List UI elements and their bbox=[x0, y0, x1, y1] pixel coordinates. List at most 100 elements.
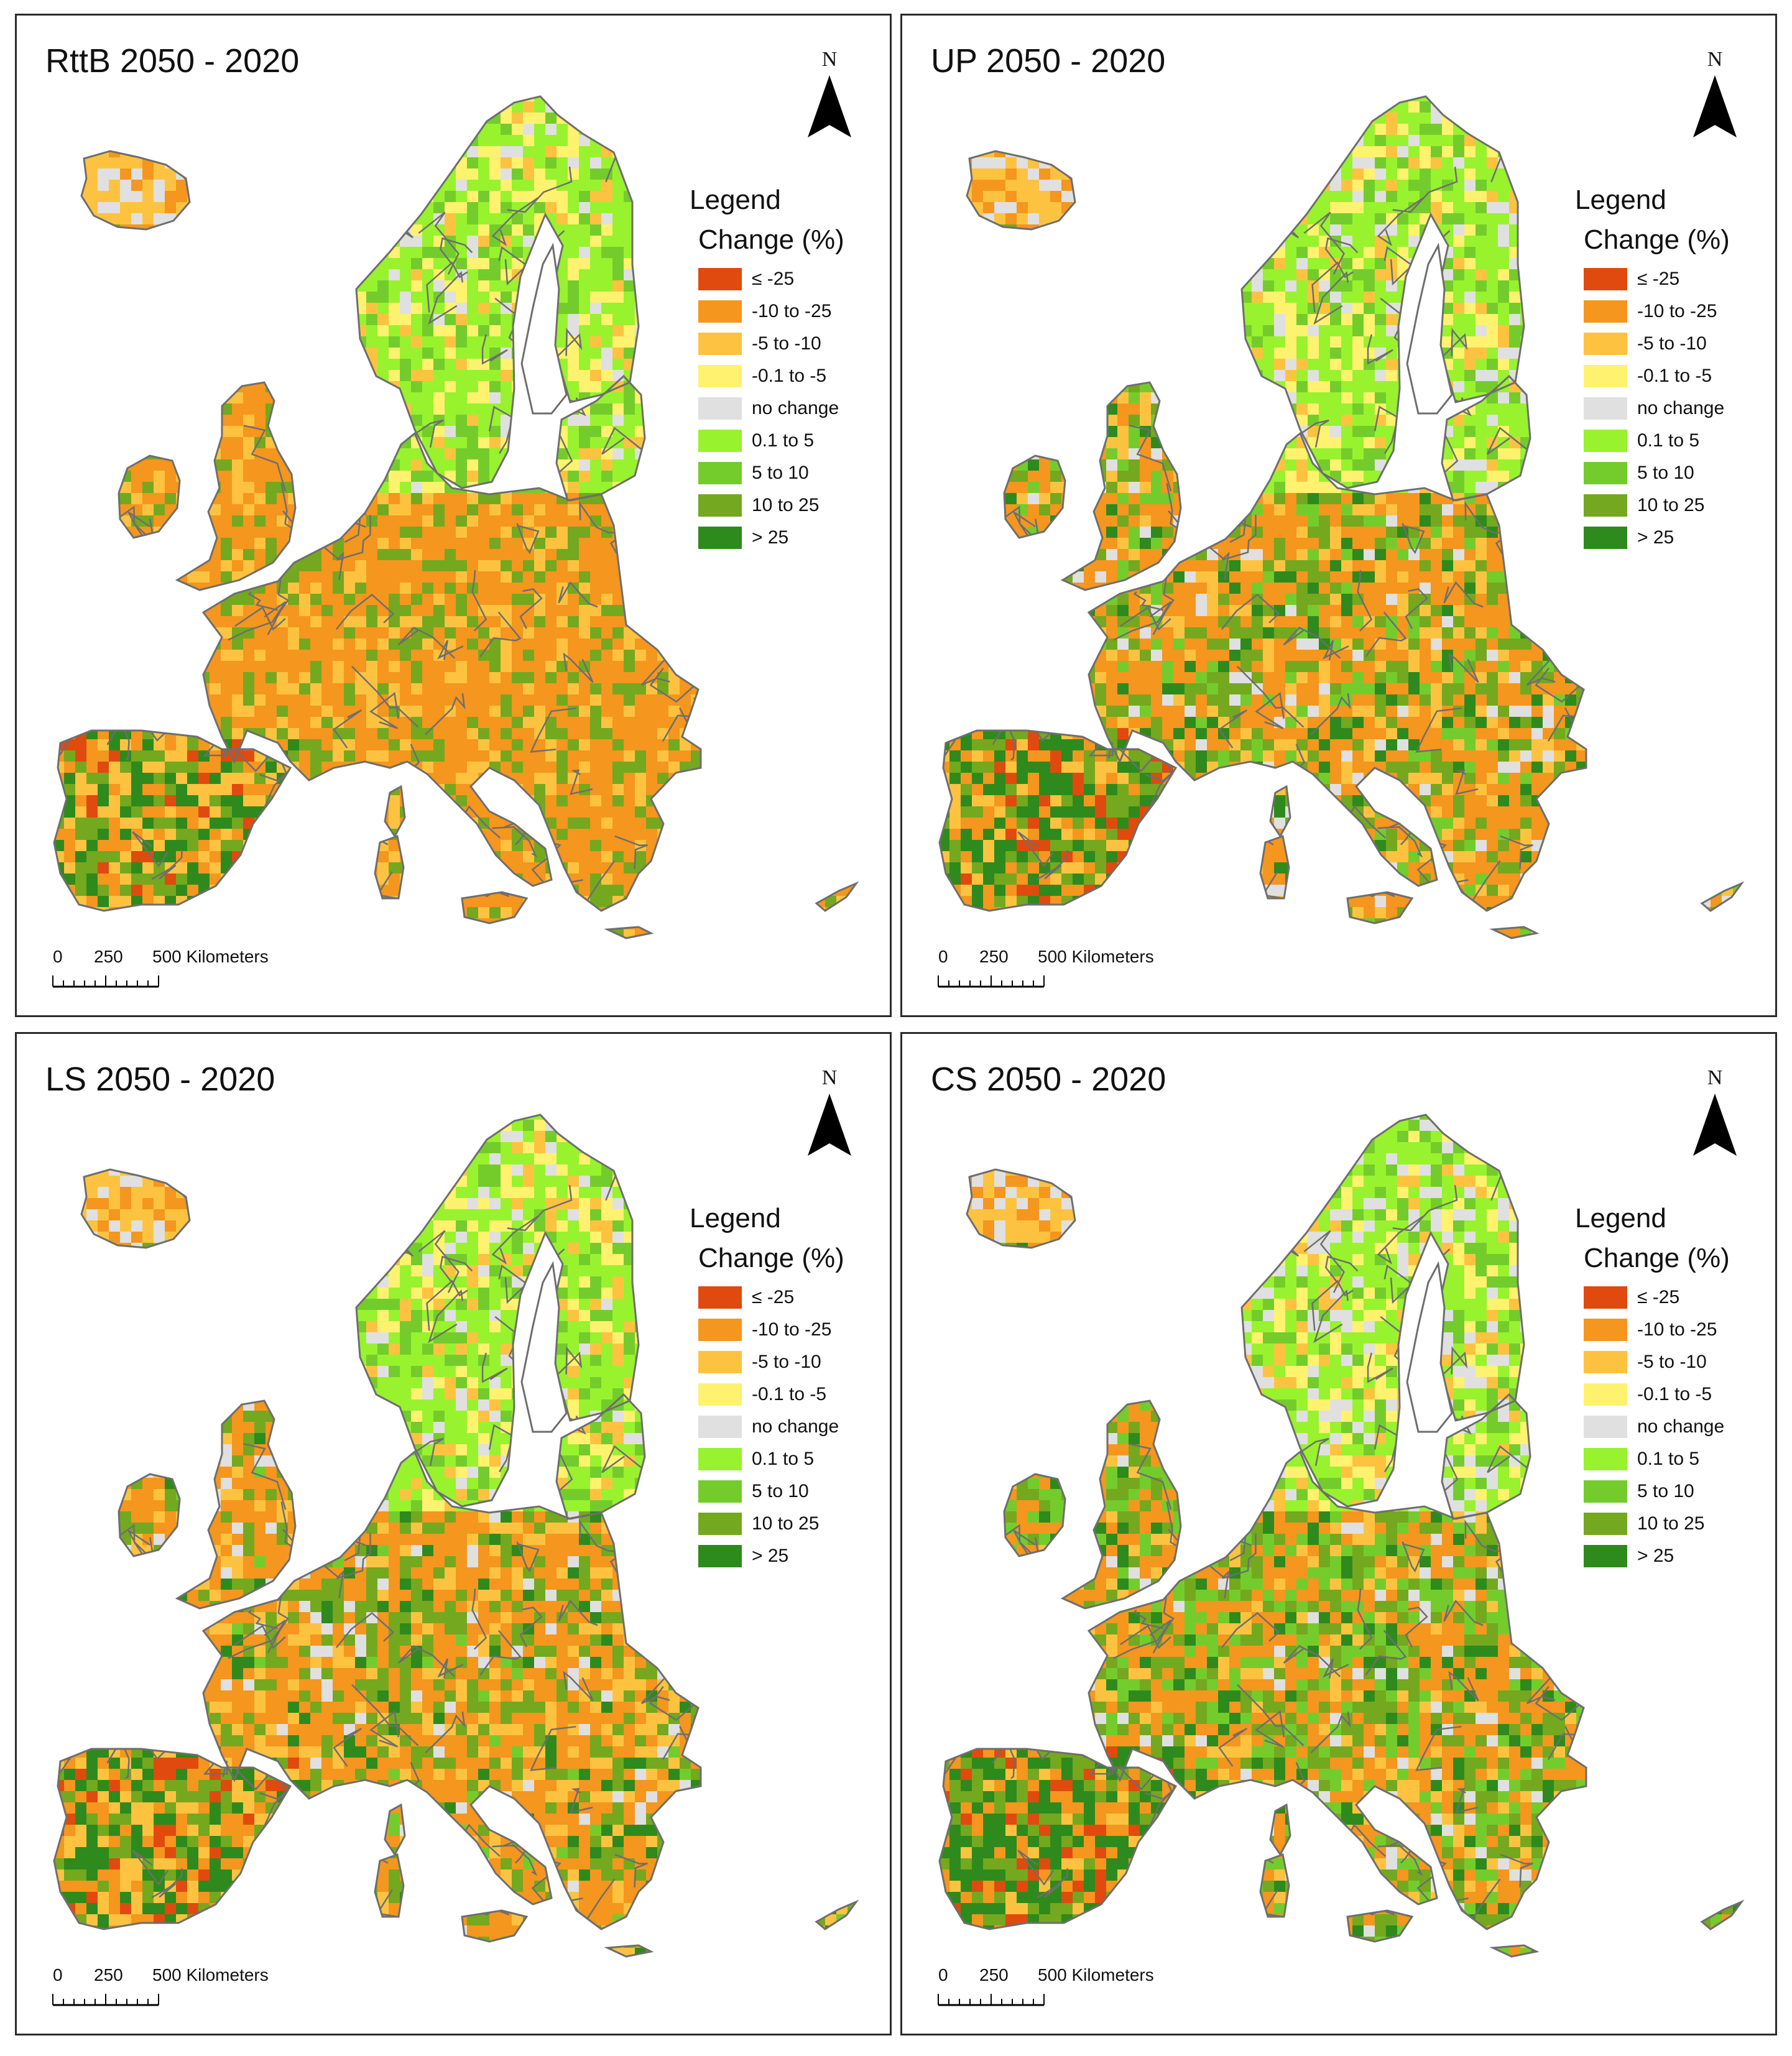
coastline-iberia bbox=[938, 1748, 1178, 1930]
scale-bar-ruler bbox=[938, 1994, 1045, 2006]
legend-items: ≤ -25 -10 to -25 -5 to -10 -0.1 to -5 no cha… bbox=[1575, 263, 1762, 554]
legend-item: ≤ -25 bbox=[698, 263, 876, 295]
panel-title: CS 2050 - 2020 bbox=[931, 1060, 1166, 1099]
legend-swatch bbox=[1584, 1319, 1627, 1341]
legend-swatch bbox=[1584, 300, 1627, 323]
legend-label: 10 to 25 bbox=[752, 1513, 819, 1534]
legend-label: > 25 bbox=[1637, 527, 1674, 548]
legend-item: -5 to -10 bbox=[698, 1346, 876, 1378]
legend-item: -10 to -25 bbox=[698, 1314, 876, 1346]
coastline-sicily bbox=[461, 1909, 529, 1943]
legend-label: > 25 bbox=[1637, 1546, 1674, 1567]
scale-tick-250: 250 bbox=[94, 1965, 123, 1985]
legend-item: 5 to 10 bbox=[698, 457, 876, 489]
coastline-ireland bbox=[118, 1473, 181, 1557]
scale-tick-0: 0 bbox=[938, 947, 948, 967]
coastline-britain bbox=[175, 1399, 297, 1610]
legend-swatch bbox=[1584, 494, 1627, 517]
legend-label: 10 to 25 bbox=[752, 495, 819, 516]
scale-tick-500: 500 Kilometers bbox=[1038, 947, 1154, 967]
scale-tick-500: 500 Kilometers bbox=[152, 1965, 269, 1985]
north-arrow-icon bbox=[1693, 75, 1737, 137]
gulf-of-bothnia bbox=[1406, 242, 1453, 415]
coastline-sardinia bbox=[374, 1853, 405, 1918]
legend-swatch bbox=[1584, 527, 1627, 549]
legend-label: -5 to -10 bbox=[1637, 1352, 1707, 1373]
legend-swatch bbox=[698, 1545, 742, 1567]
scale-bar: 0 250 500 Kilometers bbox=[52, 1965, 313, 2008]
legend-item: ≤ -25 bbox=[1584, 1281, 1762, 1314]
coastline-baltics bbox=[555, 374, 646, 502]
legend-label: -10 to -25 bbox=[1637, 301, 1717, 322]
legend-item: 0.1 to 5 bbox=[698, 1443, 876, 1475]
coastline-iberia bbox=[53, 729, 292, 912]
legend-item: ≤ -25 bbox=[698, 1281, 876, 1314]
coastline-baltics bbox=[555, 1393, 646, 1520]
legend-title: Legend bbox=[690, 185, 876, 216]
map-panel-up: UP 2050 - 2020 N Legend Change (%) ≤ -25… bbox=[900, 14, 1777, 1017]
europe-map bbox=[53, 1113, 859, 1958]
scale-tick-500: 500 Kilometers bbox=[152, 947, 269, 967]
coastline-iceland bbox=[80, 150, 191, 231]
coastline-iceland bbox=[966, 1168, 1076, 1249]
legend-swatch bbox=[1584, 1480, 1627, 1503]
scale-bar-ruler bbox=[52, 1994, 159, 2006]
scale-tick-0: 0 bbox=[938, 1965, 948, 1985]
coastline-sardinia bbox=[374, 835, 405, 900]
legend-label: -5 to -10 bbox=[752, 333, 821, 354]
map-panel-cs: CS 2050 - 2020 N Legend Change (%) ≤ -25… bbox=[900, 1032, 1777, 2035]
coastline-iberia bbox=[53, 1748, 292, 1930]
legend-label: 5 to 10 bbox=[752, 1481, 809, 1502]
north-arrow: N bbox=[1687, 48, 1743, 137]
legend-item: 0.1 to 5 bbox=[698, 425, 876, 457]
legend-item: -0.1 to -5 bbox=[1584, 360, 1762, 392]
legend-item: -0.1 to -5 bbox=[698, 360, 876, 392]
legend-item: -5 to -10 bbox=[1584, 1346, 1762, 1378]
legend-label: -10 to -25 bbox=[752, 1319, 831, 1340]
legend-subtitle: Change (%) bbox=[698, 224, 876, 256]
legend-item: -10 to -25 bbox=[698, 295, 876, 328]
panel-title: RttB 2050 - 2020 bbox=[45, 42, 299, 80]
legend-item: -0.1 to -5 bbox=[698, 1378, 876, 1411]
legend-label: -5 to -10 bbox=[752, 1352, 821, 1373]
scale-tick-250: 250 bbox=[979, 1965, 1009, 1985]
north-arrow: N bbox=[1687, 1066, 1743, 1156]
north-arrow-icon bbox=[808, 75, 851, 137]
legend-title: Legend bbox=[1575, 1203, 1762, 1234]
scale-labels: 0 250 500 Kilometers bbox=[937, 947, 1198, 969]
coastline-baltics bbox=[1441, 1393, 1531, 1520]
legend-item: 5 to 10 bbox=[1584, 457, 1762, 489]
coastline-sardinia bbox=[1259, 1853, 1290, 1918]
scale-bar-ruler bbox=[52, 975, 159, 988]
legend-swatch bbox=[698, 494, 742, 517]
north-arrow: N bbox=[801, 48, 857, 137]
legend-swatch bbox=[1584, 397, 1627, 420]
scale-labels: 0 250 500 Kilometers bbox=[937, 1965, 1198, 1988]
scale-tick-0: 0 bbox=[53, 947, 63, 967]
legend-swatch bbox=[698, 430, 742, 452]
legend-swatch bbox=[1584, 268, 1627, 290]
legend-label: > 25 bbox=[752, 527, 788, 548]
legend-label: ≤ -25 bbox=[752, 1287, 794, 1308]
coastline-ireland bbox=[118, 454, 181, 539]
legend-item: -5 to -10 bbox=[698, 328, 876, 360]
legend-swatch bbox=[1584, 430, 1627, 452]
coastline-sicily bbox=[461, 891, 529, 924]
legend-label: no change bbox=[752, 398, 839, 419]
legend: Legend Change (%) ≤ -25 -10 to -25 -5 to -… bbox=[690, 1203, 876, 1572]
legend-label: 0.1 to 5 bbox=[752, 1449, 814, 1470]
coastline-corsica bbox=[384, 785, 406, 838]
legend-label: 5 to 10 bbox=[752, 463, 809, 484]
legend-item: no change bbox=[698, 1411, 876, 1443]
coastline-britain bbox=[175, 381, 297, 591]
europe-map bbox=[53, 95, 859, 939]
legend-label: -0.1 to -5 bbox=[752, 1384, 826, 1405]
panel-title: LS 2050 - 2020 bbox=[45, 1060, 275, 1099]
scale-bar: 0 250 500 Kilometers bbox=[937, 1965, 1198, 2008]
legend-swatch bbox=[698, 1416, 742, 1438]
legend-swatch bbox=[1584, 1383, 1627, 1406]
legend-items: ≤ -25 -10 to -25 -5 to -10 -0.1 to -5 no cha… bbox=[1575, 1281, 1762, 1572]
coastline-iberia bbox=[938, 729, 1178, 912]
scale-labels: 0 250 500 Kilometers bbox=[52, 1965, 313, 1988]
panel-title: UP 2050 - 2020 bbox=[931, 42, 1165, 80]
